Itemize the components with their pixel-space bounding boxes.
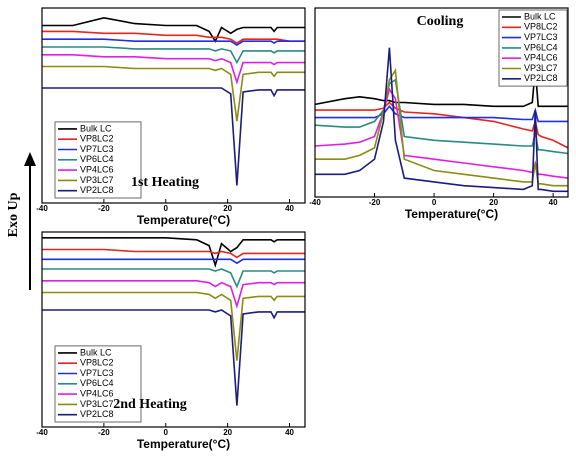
data-line bbox=[42, 309, 305, 406]
legend-label: VP3LC7 bbox=[524, 63, 558, 73]
x-tick-label: -20 bbox=[98, 428, 110, 437]
legend-label: VP7LC3 bbox=[80, 144, 114, 154]
data-line bbox=[42, 268, 305, 289]
x-tick-label: -40 bbox=[309, 198, 321, 207]
y-axis-label: Exo Up bbox=[6, 192, 21, 237]
legend-label: VP2LC8 bbox=[80, 185, 114, 195]
data-line bbox=[42, 237, 305, 268]
legend-label: VP6LC4 bbox=[80, 154, 114, 164]
x-tick-label: 20 bbox=[489, 198, 498, 207]
exo-arrow-head bbox=[24, 152, 36, 166]
legend-label: VP8LC2 bbox=[80, 134, 114, 144]
x-tick-label: 40 bbox=[549, 198, 558, 207]
legend-label: VP8LC2 bbox=[80, 358, 114, 368]
legend-label: VP7LC3 bbox=[80, 368, 114, 378]
x-tick-label: 20 bbox=[223, 428, 232, 437]
data-line bbox=[42, 38, 305, 46]
data-line bbox=[42, 46, 305, 65]
x-tick-label: 0 bbox=[164, 428, 169, 437]
legend-label: VP7LC3 bbox=[524, 32, 558, 42]
x-tick-label: -40 bbox=[36, 428, 48, 437]
legend-label: VP8LC2 bbox=[524, 22, 558, 32]
x-tick-label: -20 bbox=[98, 204, 110, 213]
x-tick-label: 0 bbox=[432, 198, 437, 207]
data-line bbox=[42, 30, 305, 45]
plot-frame bbox=[41, 231, 306, 428]
data-line bbox=[42, 54, 305, 85]
data-line bbox=[42, 87, 305, 186]
x-tick-label: 0 bbox=[164, 204, 169, 213]
data-line bbox=[42, 65, 305, 122]
legend-label: VP4LC6 bbox=[80, 164, 114, 174]
x-axis-label: Temperature(°C) bbox=[137, 213, 230, 227]
legend-label: VP3LC7 bbox=[80, 175, 114, 185]
legend-label: VP6LC4 bbox=[524, 42, 558, 52]
data-line bbox=[314, 78, 569, 155]
legend-label: VP2LC8 bbox=[80, 409, 114, 419]
data-line bbox=[315, 105, 568, 123]
legend-label: VP4LC6 bbox=[80, 388, 114, 398]
plot-frame bbox=[41, 7, 306, 204]
chart-title: 1st Heating bbox=[131, 175, 199, 190]
legend-label: VP3LC7 bbox=[80, 399, 114, 409]
x-tick-label: 40 bbox=[285, 428, 294, 437]
data-line bbox=[42, 248, 305, 259]
x-axis-label: Temperature(°C) bbox=[405, 207, 498, 221]
x-tick-label: -40 bbox=[36, 204, 48, 213]
legend-label: Bulk LC bbox=[80, 347, 112, 357]
data-line bbox=[315, 68, 568, 187]
data-line bbox=[314, 68, 568, 108]
data-line bbox=[315, 47, 568, 193]
x-tick-label: 40 bbox=[285, 204, 294, 213]
legend-label: VP2LC8 bbox=[524, 73, 558, 83]
chart-title: Cooling bbox=[417, 14, 464, 29]
plot-frame bbox=[314, 7, 569, 198]
data-line bbox=[314, 87, 569, 179]
x-tick-label: -20 bbox=[369, 198, 381, 207]
legend-label: VP4LC6 bbox=[524, 53, 558, 63]
data-line bbox=[42, 280, 305, 309]
data-line bbox=[42, 258, 305, 265]
x-tick-label: 20 bbox=[223, 204, 232, 213]
legend-label: Bulk LC bbox=[524, 11, 556, 21]
legend-label: Bulk LC bbox=[80, 123, 112, 133]
data-line bbox=[42, 16, 305, 43]
x-axis-label: Temperature(°C) bbox=[137, 437, 230, 451]
data-line bbox=[315, 101, 569, 149]
chart-title: 2nd Heating bbox=[113, 397, 187, 412]
legend-label: VP6LC4 bbox=[80, 378, 114, 388]
data-line bbox=[42, 291, 305, 361]
